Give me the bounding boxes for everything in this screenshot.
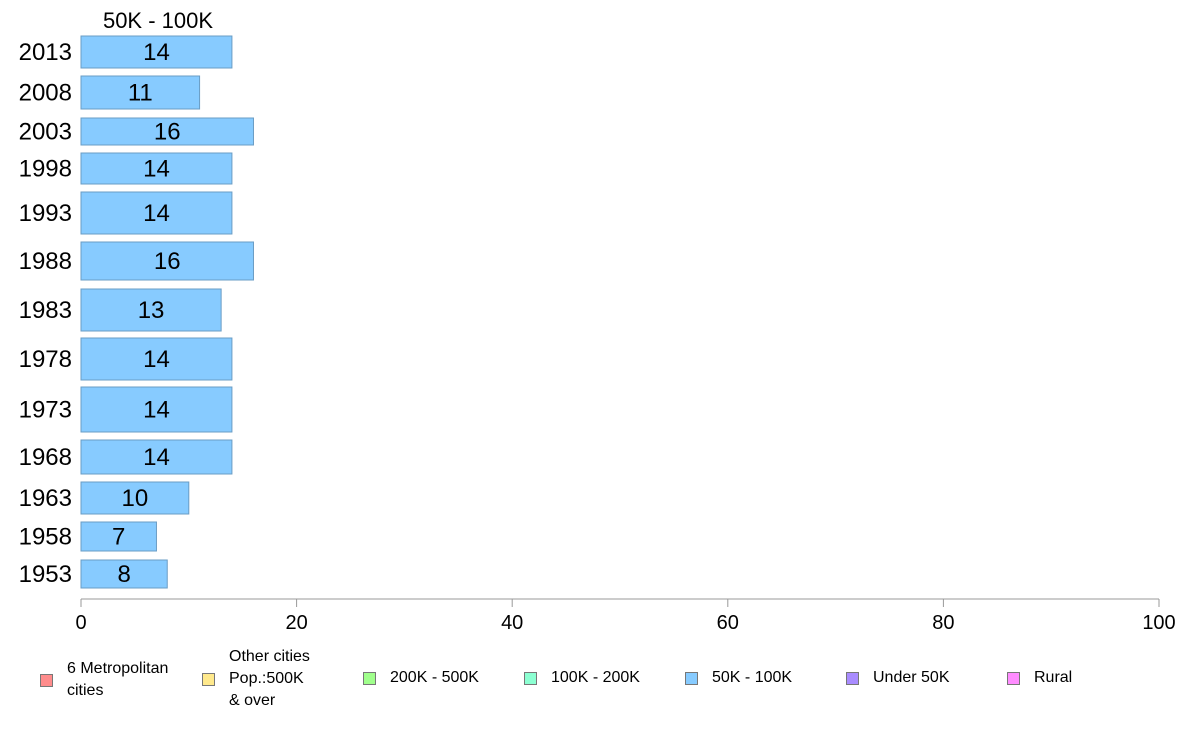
x-tick-label: 0 — [75, 612, 86, 634]
bar — [80, 481, 190, 515]
data-label: 14 — [143, 156, 170, 183]
y-tick-label: 1983 — [19, 297, 72, 324]
x-tick-label: 60 — [717, 612, 739, 634]
legend-swatch — [846, 671, 859, 685]
data-label: 8 — [117, 561, 130, 588]
x-tick-label: 20 — [285, 612, 307, 634]
legend-swatch — [363, 671, 376, 685]
data-label: 14 — [143, 397, 170, 424]
x-tick-label: 100 — [1142, 612, 1175, 634]
legend-item: 200K - 500K — [363, 667, 479, 689]
bar — [80, 288, 222, 332]
y-tick-label: 2003 — [19, 119, 72, 146]
legend-swatch — [524, 671, 537, 685]
y-tick-label: 1988 — [19, 248, 72, 275]
data-label: 13 — [138, 297, 165, 324]
data-label: 10 — [122, 485, 149, 512]
legend: 6 Metropolitan cities Other cities Pop.:5… — [0, 646, 1188, 726]
bar — [80, 75, 201, 110]
legend-swatch — [40, 673, 53, 687]
legend-label: Other cities Pop.:500K & over — [229, 648, 310, 709]
bar — [80, 117, 254, 146]
bar — [80, 386, 233, 433]
bar — [80, 241, 254, 281]
y-tick-label: 1973 — [19, 397, 72, 424]
legend-label: Rural — [1034, 669, 1073, 686]
y-tick-label: 1993 — [19, 200, 72, 227]
legend-item: 50K - 100K — [685, 667, 792, 689]
y-tick-label: 1963 — [19, 485, 72, 512]
legend-item: Rural — [1007, 667, 1072, 689]
data-label: 16 — [154, 248, 181, 275]
x-tick-label: 80 — [932, 612, 954, 634]
legend-label: 200K - 500K — [390, 669, 479, 686]
legend-swatch — [685, 671, 698, 685]
bar — [80, 521, 157, 552]
data-label: 7 — [112, 524, 125, 551]
y-tick-label: 1953 — [19, 561, 72, 588]
bar — [80, 559, 168, 589]
data-label: 14 — [143, 39, 170, 66]
data-label: 14 — [143, 444, 170, 471]
data-label: 14 — [143, 346, 170, 373]
bar — [80, 439, 233, 475]
bar — [80, 191, 233, 235]
legend-label: 6 Metropolitan cities — [67, 660, 169, 699]
x-axis: 0 20 40 60 80 100 — [75, 598, 1176, 634]
legend-item: Other cities Pop.:500K & over — [202, 646, 310, 712]
legend-item: 6 Metropolitan cities — [40, 658, 168, 702]
legend-item: 100K - 200K — [524, 667, 640, 689]
bars-layer: 2013 14 2008 11 2003 16 1998 14 1993 14 1988 16 1983… — [19, 35, 254, 589]
y-tick-label: 2008 — [19, 80, 72, 107]
legend-label: Under 50K — [873, 669, 950, 686]
data-label: 16 — [154, 119, 181, 146]
data-label: 14 — [143, 200, 170, 227]
x-tick-label: 40 — [501, 612, 523, 634]
bar — [80, 35, 233, 69]
y-tick-label: 2013 — [19, 39, 72, 66]
y-tick-label: 1958 — [19, 524, 72, 551]
chart-title: 50K - 100K — [103, 8, 213, 33]
bar — [80, 152, 233, 185]
legend-label: 100K - 200K — [551, 669, 640, 686]
data-label: 11 — [128, 80, 153, 107]
legend-item: Under 50K — [846, 667, 950, 689]
bar — [80, 337, 233, 381]
legend-label: 50K - 100K — [712, 669, 793, 686]
y-tick-label: 1998 — [19, 156, 72, 183]
legend-swatch — [202, 672, 215, 686]
y-tick-label: 1968 — [19, 444, 72, 471]
legend-swatch — [1007, 671, 1020, 685]
y-tick-label: 1978 — [19, 346, 72, 373]
